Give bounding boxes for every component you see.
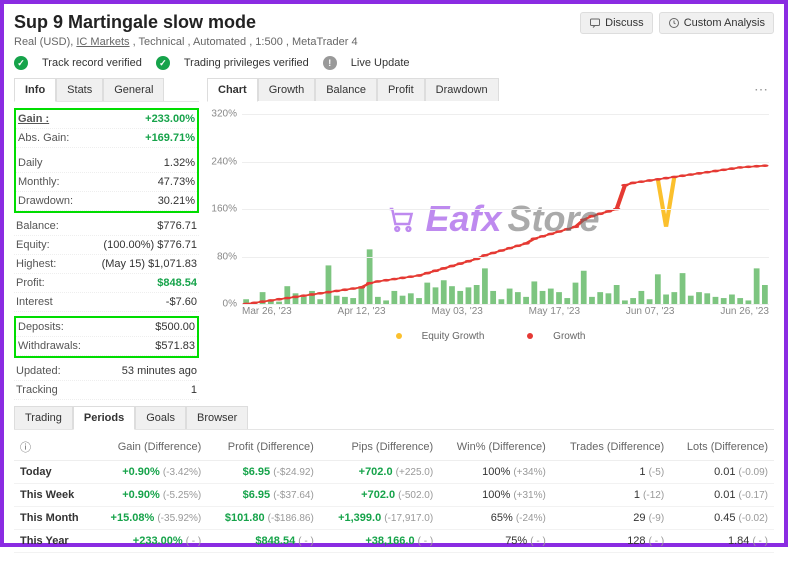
periods-header: Gain (Difference) <box>93 434 207 461</box>
table-row: This Year+233.00% ( - )$848.54 ( - )+38,… <box>14 530 774 553</box>
deposits-value: $500.00 <box>155 321 195 333</box>
highest-label: Highest: <box>16 258 56 270</box>
abs-gain-label: Abs. Gain: <box>18 132 69 144</box>
x-axis-label: Jun 26, '23 <box>720 306 769 324</box>
periods-header: Win% (Difference) <box>439 434 552 461</box>
interest-label: Interest <box>16 296 53 308</box>
tab-browser[interactable]: Browser <box>186 406 248 429</box>
chart-container: 320% 240% 160% 80% 0% Mar 26, '23 Apr 12, '23… <box>207 109 774 329</box>
track-record-verified: Track record verified <box>42 57 142 69</box>
privileges-verified: Trading privileges verified <box>184 57 309 69</box>
y-axis-label: 320% <box>211 109 237 120</box>
y-axis-label: 0% <box>223 299 237 310</box>
x-axis-label: May 17, '23 <box>529 306 580 324</box>
periods-header: Pips (Difference) <box>320 434 439 461</box>
deposits-label: Deposits: <box>18 321 64 333</box>
table-row: This Week+0.90% (-5.25%)$6.95 (-$37.64)+… <box>14 484 774 507</box>
periods-table: ⓘGain (Difference)Profit (Difference)Pip… <box>14 434 774 553</box>
discuss-button[interactable]: Discuss <box>580 12 653 34</box>
withdrawals-value: $571.83 <box>155 340 195 352</box>
periods-header: Profit (Difference) <box>207 434 320 461</box>
periods-header: ⓘ <box>14 434 93 461</box>
gain-value: +233.00% <box>145 113 195 125</box>
check-icon: ✓ <box>14 56 28 70</box>
equity-label: Equity: <box>16 239 50 251</box>
tab-drawdown[interactable]: Drawdown <box>425 78 499 101</box>
page-title: Sup 9 Martingale slow mode <box>14 12 358 33</box>
info-icon: ! <box>323 56 337 70</box>
tracking-value: 1 <box>191 384 197 396</box>
chat-icon <box>589 17 601 29</box>
chart-more-icon[interactable]: ⋯ <box>748 81 774 98</box>
monthly-label: Monthly: <box>18 176 60 188</box>
monthly-value: 47.73% <box>158 176 195 188</box>
y-axis-label: 80% <box>217 251 237 262</box>
daily-label: Daily <box>18 157 42 169</box>
drawdown-value: 30.21% <box>158 195 195 207</box>
highest-value: (May 15) $1,071.83 <box>102 258 197 270</box>
tracking-label: Tracking <box>16 384 58 396</box>
periods-header: Lots (Difference) <box>670 434 774 461</box>
broker-link[interactable]: IC Markets <box>76 36 129 48</box>
chart-legend: Equity Growth Growth <box>207 331 774 342</box>
x-axis-label: May 03, '23 <box>431 306 482 324</box>
y-axis-label: 240% <box>211 156 237 167</box>
live-update-label: Live Update <box>351 57 410 69</box>
withdrawals-label: Withdrawals: <box>18 340 81 352</box>
table-row: Today+0.90% (-3.42%)$6.95 (-$24.92)+702.… <box>14 461 774 484</box>
tab-general[interactable]: General <box>103 78 164 101</box>
check-icon: ✓ <box>156 56 170 70</box>
tab-info[interactable]: Info <box>14 78 56 102</box>
tab-balance[interactable]: Balance <box>315 78 377 101</box>
abs-gain-value: +169.71% <box>145 132 195 144</box>
table-row: This Month+15.08% (-35.92%)$101.80 (-$18… <box>14 507 774 530</box>
profit-label: Profit: <box>16 277 45 289</box>
x-axis-label: Apr 12, '23 <box>338 306 386 324</box>
tab-goals[interactable]: Goals <box>135 406 186 429</box>
tab-stats[interactable]: Stats <box>56 78 103 101</box>
profit-value: $848.54 <box>157 277 197 289</box>
x-axis-label: Jun 07, '23 <box>626 306 675 324</box>
clock-icon <box>668 17 680 29</box>
tab-trading[interactable]: Trading <box>14 406 73 429</box>
account-subline: Real (USD), IC Markets , Technical , Aut… <box>14 36 358 48</box>
equity-value: (100.00%) $776.71 <box>103 239 197 251</box>
custom-analysis-button[interactable]: Custom Analysis <box>659 12 774 34</box>
x-axis-label: Mar 26, '23 <box>242 306 292 324</box>
tab-periods[interactable]: Periods <box>73 406 135 430</box>
tab-chart[interactable]: Chart <box>207 78 258 102</box>
balance-value: $776.71 <box>157 220 197 232</box>
tab-profit[interactable]: Profit <box>377 78 425 101</box>
periods-header: Trades (Difference) <box>552 434 670 461</box>
balance-label: Balance: <box>16 220 59 232</box>
tab-growth[interactable]: Growth <box>258 78 315 101</box>
y-axis-label: 160% <box>211 204 237 215</box>
interest-value: -$7.60 <box>166 296 197 308</box>
drawdown-label: Drawdown: <box>18 195 73 207</box>
daily-value: 1.32% <box>164 157 195 169</box>
updated-label: Updated: <box>16 365 61 377</box>
updated-value: 53 minutes ago <box>122 365 197 377</box>
gain-label: Gain : <box>18 113 49 125</box>
